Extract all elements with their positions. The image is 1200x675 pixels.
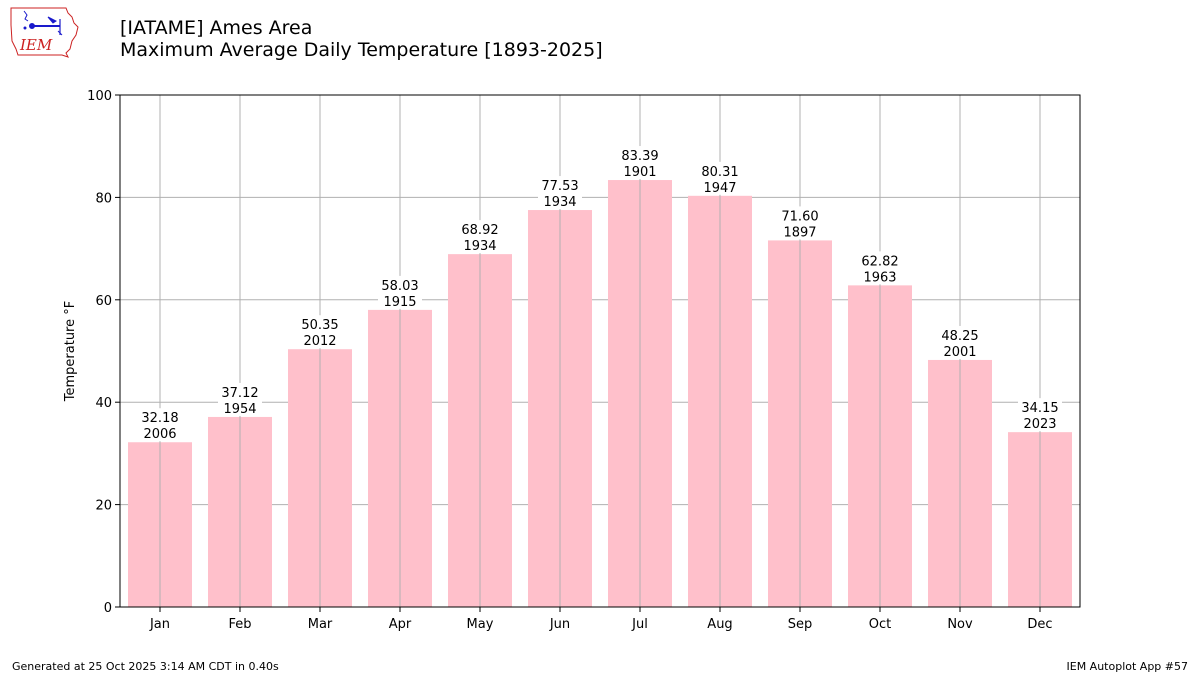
- x-tick-label: Jun: [549, 617, 570, 632]
- x-tick-label: Dec: [1027, 617, 1052, 632]
- label-background: [538, 176, 582, 210]
- label-background: [298, 315, 342, 349]
- value-label: 71.60: [781, 209, 818, 224]
- value-label: 34.15: [1021, 401, 1058, 416]
- value-label: 48.25: [941, 329, 978, 344]
- bars: [128, 180, 1072, 608]
- axes: 0 20 40 60 80 100 Jan Feb Mar Apr May Jun Jul Aug Sep O…: [87, 89, 1081, 632]
- logo-text: IEM: [19, 36, 53, 54]
- label-background: [698, 161, 742, 195]
- label-background: [218, 382, 262, 416]
- app-credit: IEM Autoplot App #57: [1066, 660, 1189, 673]
- year-label: 1901: [623, 165, 656, 180]
- x-tick-label: Sep: [788, 617, 813, 632]
- y-tick-label: 20: [95, 499, 112, 514]
- chart-title-metric: Maximum Average Daily Temperature [1893-…: [120, 39, 603, 61]
- y-axis-label: Temperature °F: [63, 301, 78, 402]
- y-tick-label: 100: [87, 89, 112, 104]
- iem-logo: IEM: [10, 7, 79, 58]
- value-label: 77.53: [541, 179, 578, 194]
- year-label: 1954: [223, 402, 256, 417]
- value-label: 80.31: [701, 165, 738, 180]
- y-tick-label: 60: [95, 294, 112, 309]
- value-label: 62.82: [861, 254, 898, 269]
- weather-station-icon: [23, 10, 63, 36]
- year-label: 2012: [303, 334, 336, 349]
- plot-frame: [119, 94, 1081, 608]
- year-label: 1915: [383, 295, 416, 310]
- value-label: 50.35: [301, 318, 338, 333]
- label-background: [378, 275, 422, 309]
- year-label: 1963: [863, 270, 896, 285]
- x-tick-label: Apr: [389, 617, 412, 632]
- year-label: 1934: [463, 239, 496, 254]
- x-tick-label: May: [467, 617, 494, 632]
- x-tick-label: Mar: [308, 617, 333, 632]
- y-tick-label: 80: [95, 191, 112, 206]
- label-background: [938, 325, 982, 359]
- value-label: 83.39: [621, 149, 658, 164]
- label-background: [858, 251, 902, 285]
- label-background: [138, 408, 182, 442]
- x-tick-label: Jan: [149, 617, 170, 632]
- year-label: 2023: [1023, 417, 1056, 432]
- y-tick-label: 0: [104, 601, 112, 616]
- chart-title-station: [IATAME] Ames Area: [120, 17, 313, 39]
- generated-timestamp: Generated at 25 Oct 2025 3:14 AM CDT in …: [12, 660, 279, 673]
- year-label: 1934: [543, 195, 576, 210]
- year-label: 2006: [143, 427, 176, 442]
- year-label: 1897: [783, 225, 816, 240]
- year-label: 1947: [703, 181, 736, 196]
- x-tick-label: Nov: [947, 617, 973, 632]
- label-background: [458, 220, 502, 254]
- label-background: [1018, 398, 1062, 432]
- year-label: 2001: [943, 345, 976, 360]
- grid-layer: [120, 196, 1080, 506]
- value-label: 37.12: [221, 386, 258, 401]
- y-tick-label: 40: [95, 396, 112, 411]
- x-tick-label: Feb: [228, 617, 251, 632]
- label-background: [778, 206, 822, 240]
- value-label: 32.18: [141, 411, 178, 426]
- iowa-outline-icon: [10, 7, 79, 58]
- x-tick-label: Aug: [707, 617, 732, 632]
- value-label: 68.92: [461, 223, 498, 238]
- value-label: 58.03: [381, 279, 418, 294]
- x-tick-label: Jul: [631, 617, 648, 632]
- label-background: [618, 146, 662, 180]
- x-tick-label: Oct: [869, 617, 891, 632]
